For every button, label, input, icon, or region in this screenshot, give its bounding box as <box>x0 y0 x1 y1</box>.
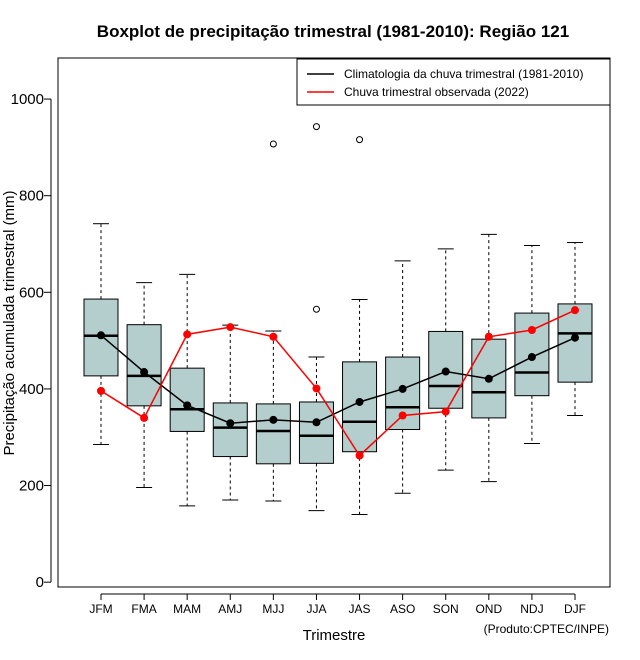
outlier-point <box>356 136 364 144</box>
x-tick-label-ASO: ASO <box>390 602 415 616</box>
boxes-group <box>83 123 593 516</box>
series-point-AMJ <box>226 323 235 332</box>
y-axis-label: Precipitação acumulada trimestral (mm) <box>1 190 18 455</box>
x-tick-label-OND: OND <box>475 602 502 616</box>
series-point-NDJ <box>527 353 536 362</box>
series-line <box>100 309 576 457</box>
outlier-point <box>312 305 320 313</box>
outlier-point <box>269 140 277 148</box>
series-point-ASO <box>398 384 407 393</box>
series-point-JAS <box>355 397 364 406</box>
x-axis-label: Trimestre <box>303 627 366 644</box>
y-axis: 0 200 400 600 800 1000 <box>11 91 52 591</box>
series-point-JJA <box>312 418 321 427</box>
series-point-DJF <box>571 333 579 342</box>
x-tick-label-JAS: JAS <box>349 602 371 616</box>
box-iqr <box>298 401 334 464</box>
box-MJJ <box>255 140 291 502</box>
series-point-MJJ <box>269 415 278 424</box>
x-tick-label-AMJ: AMJ <box>218 602 242 616</box>
y-tick-label-1000: 1000 <box>11 91 44 108</box>
series-point-MAM <box>183 330 192 339</box>
box-MAM <box>169 273 205 507</box>
series-point-MJJ <box>269 332 278 341</box>
x-tick-label-SON: SON <box>433 602 459 616</box>
box-ASO <box>385 260 421 494</box>
series-observed <box>97 306 579 460</box>
y-tick-label-0: 0 <box>36 574 44 591</box>
box-DJF <box>557 242 593 416</box>
legend-box <box>296 58 611 106</box>
box-NDJ <box>514 244 550 445</box>
series-point-FMA <box>140 368 149 377</box>
box-iqr <box>255 403 291 465</box>
x-tick-label-MJJ: MJJ <box>262 602 284 616</box>
box-JJA <box>298 123 334 512</box>
legend-label-observed: Chuva trimestral observada (2022) <box>344 85 529 99</box>
x-axis: JFM FMA MAM AMJ MJJ JJA JAS ASO SON OND NDJ DJF <box>89 593 586 616</box>
legend-label-climatology: Climatologia da chuva trimestral (1981-2… <box>344 67 583 81</box>
box-JAS <box>342 136 378 516</box>
credit-text: (Produto:CPTEC/INPE) <box>484 622 609 636</box>
series-point-NDJ <box>527 325 536 334</box>
y-tick-label-400: 400 <box>19 381 44 398</box>
x-tick-label-NDJ: NDJ <box>520 602 543 616</box>
legend: Climatologia da chuva trimestral (1981-2… <box>296 58 611 106</box>
box-FMA <box>126 282 162 488</box>
box-SON <box>428 248 464 471</box>
box-iqr <box>126 324 162 407</box>
chart-title: Boxplot de precipitação trimestral (1981… <box>97 22 569 41</box>
series-line <box>100 334 576 424</box>
series-point-MAM <box>183 401 192 410</box>
outlier-point <box>312 123 320 131</box>
series-point-AMJ <box>226 419 235 428</box>
x-tick-label-FMA: FMA <box>131 602 156 616</box>
y-tick-label-200: 200 <box>19 478 44 495</box>
x-tick-label-MAM: MAM <box>173 602 201 616</box>
x-tick-label-JFM: JFM <box>89 602 112 616</box>
series-point-JAS <box>355 451 364 460</box>
box-AMJ <box>212 324 248 501</box>
series-point-ASO <box>398 411 407 420</box>
series-lines-group <box>97 306 579 460</box>
x-tick-label-JJA: JJA <box>306 602 326 616</box>
x-tick-label-DJF: DJF <box>564 602 586 616</box>
y-tick-label-800: 800 <box>19 188 44 205</box>
plot-area-frame <box>57 57 611 588</box>
series-point-SON <box>441 367 450 376</box>
series-point-FMA <box>140 413 149 422</box>
series-climatology <box>97 331 579 428</box>
series-point-JJA <box>312 384 321 393</box>
series-point-JFM <box>97 331 105 340</box>
series-point-DJF <box>571 306 579 315</box>
box-iqr <box>169 367 205 432</box>
series-point-OND <box>484 374 493 383</box>
series-point-OND <box>484 332 493 341</box>
box-iqr <box>212 402 248 458</box>
series-point-JFM <box>97 386 105 395</box>
y-tick-label-600: 600 <box>19 284 44 301</box>
series-point-SON <box>441 407 450 416</box>
